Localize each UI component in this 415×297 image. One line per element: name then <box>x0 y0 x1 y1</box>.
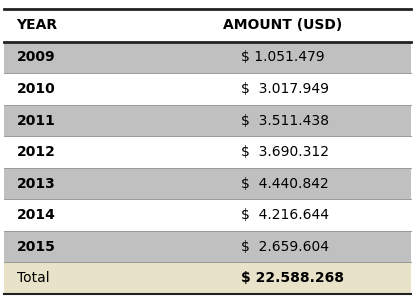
Text: $  2.659.604: $ 2.659.604 <box>241 240 329 254</box>
Bar <box>4 199 411 231</box>
Bar <box>4 105 411 136</box>
Text: $  3.017.949: $ 3.017.949 <box>241 82 329 96</box>
Text: $  4.216.644: $ 4.216.644 <box>241 208 329 222</box>
Text: 2009: 2009 <box>17 50 55 64</box>
Bar <box>4 263 411 294</box>
Text: 2010: 2010 <box>17 82 55 96</box>
Bar <box>4 168 411 199</box>
Text: 2014: 2014 <box>17 208 56 222</box>
Text: $  3.511.438: $ 3.511.438 <box>241 113 329 127</box>
Bar <box>4 231 411 263</box>
Text: 2013: 2013 <box>17 177 55 191</box>
Text: 2015: 2015 <box>17 240 56 254</box>
Text: $  3.690.312: $ 3.690.312 <box>241 145 329 159</box>
Text: Total: Total <box>17 271 49 285</box>
Text: $ 1.051.479: $ 1.051.479 <box>241 50 325 64</box>
Text: $ 22.588.268: $ 22.588.268 <box>241 271 344 285</box>
Bar <box>4 136 411 168</box>
Bar <box>4 42 411 73</box>
Text: $  4.440.842: $ 4.440.842 <box>241 177 328 191</box>
Text: 2012: 2012 <box>17 145 56 159</box>
Bar <box>4 73 411 105</box>
Text: YEAR: YEAR <box>17 18 58 32</box>
Bar <box>4 9 411 42</box>
Text: 2011: 2011 <box>17 113 56 127</box>
Text: AMOUNT (USD): AMOUNT (USD) <box>222 18 342 32</box>
